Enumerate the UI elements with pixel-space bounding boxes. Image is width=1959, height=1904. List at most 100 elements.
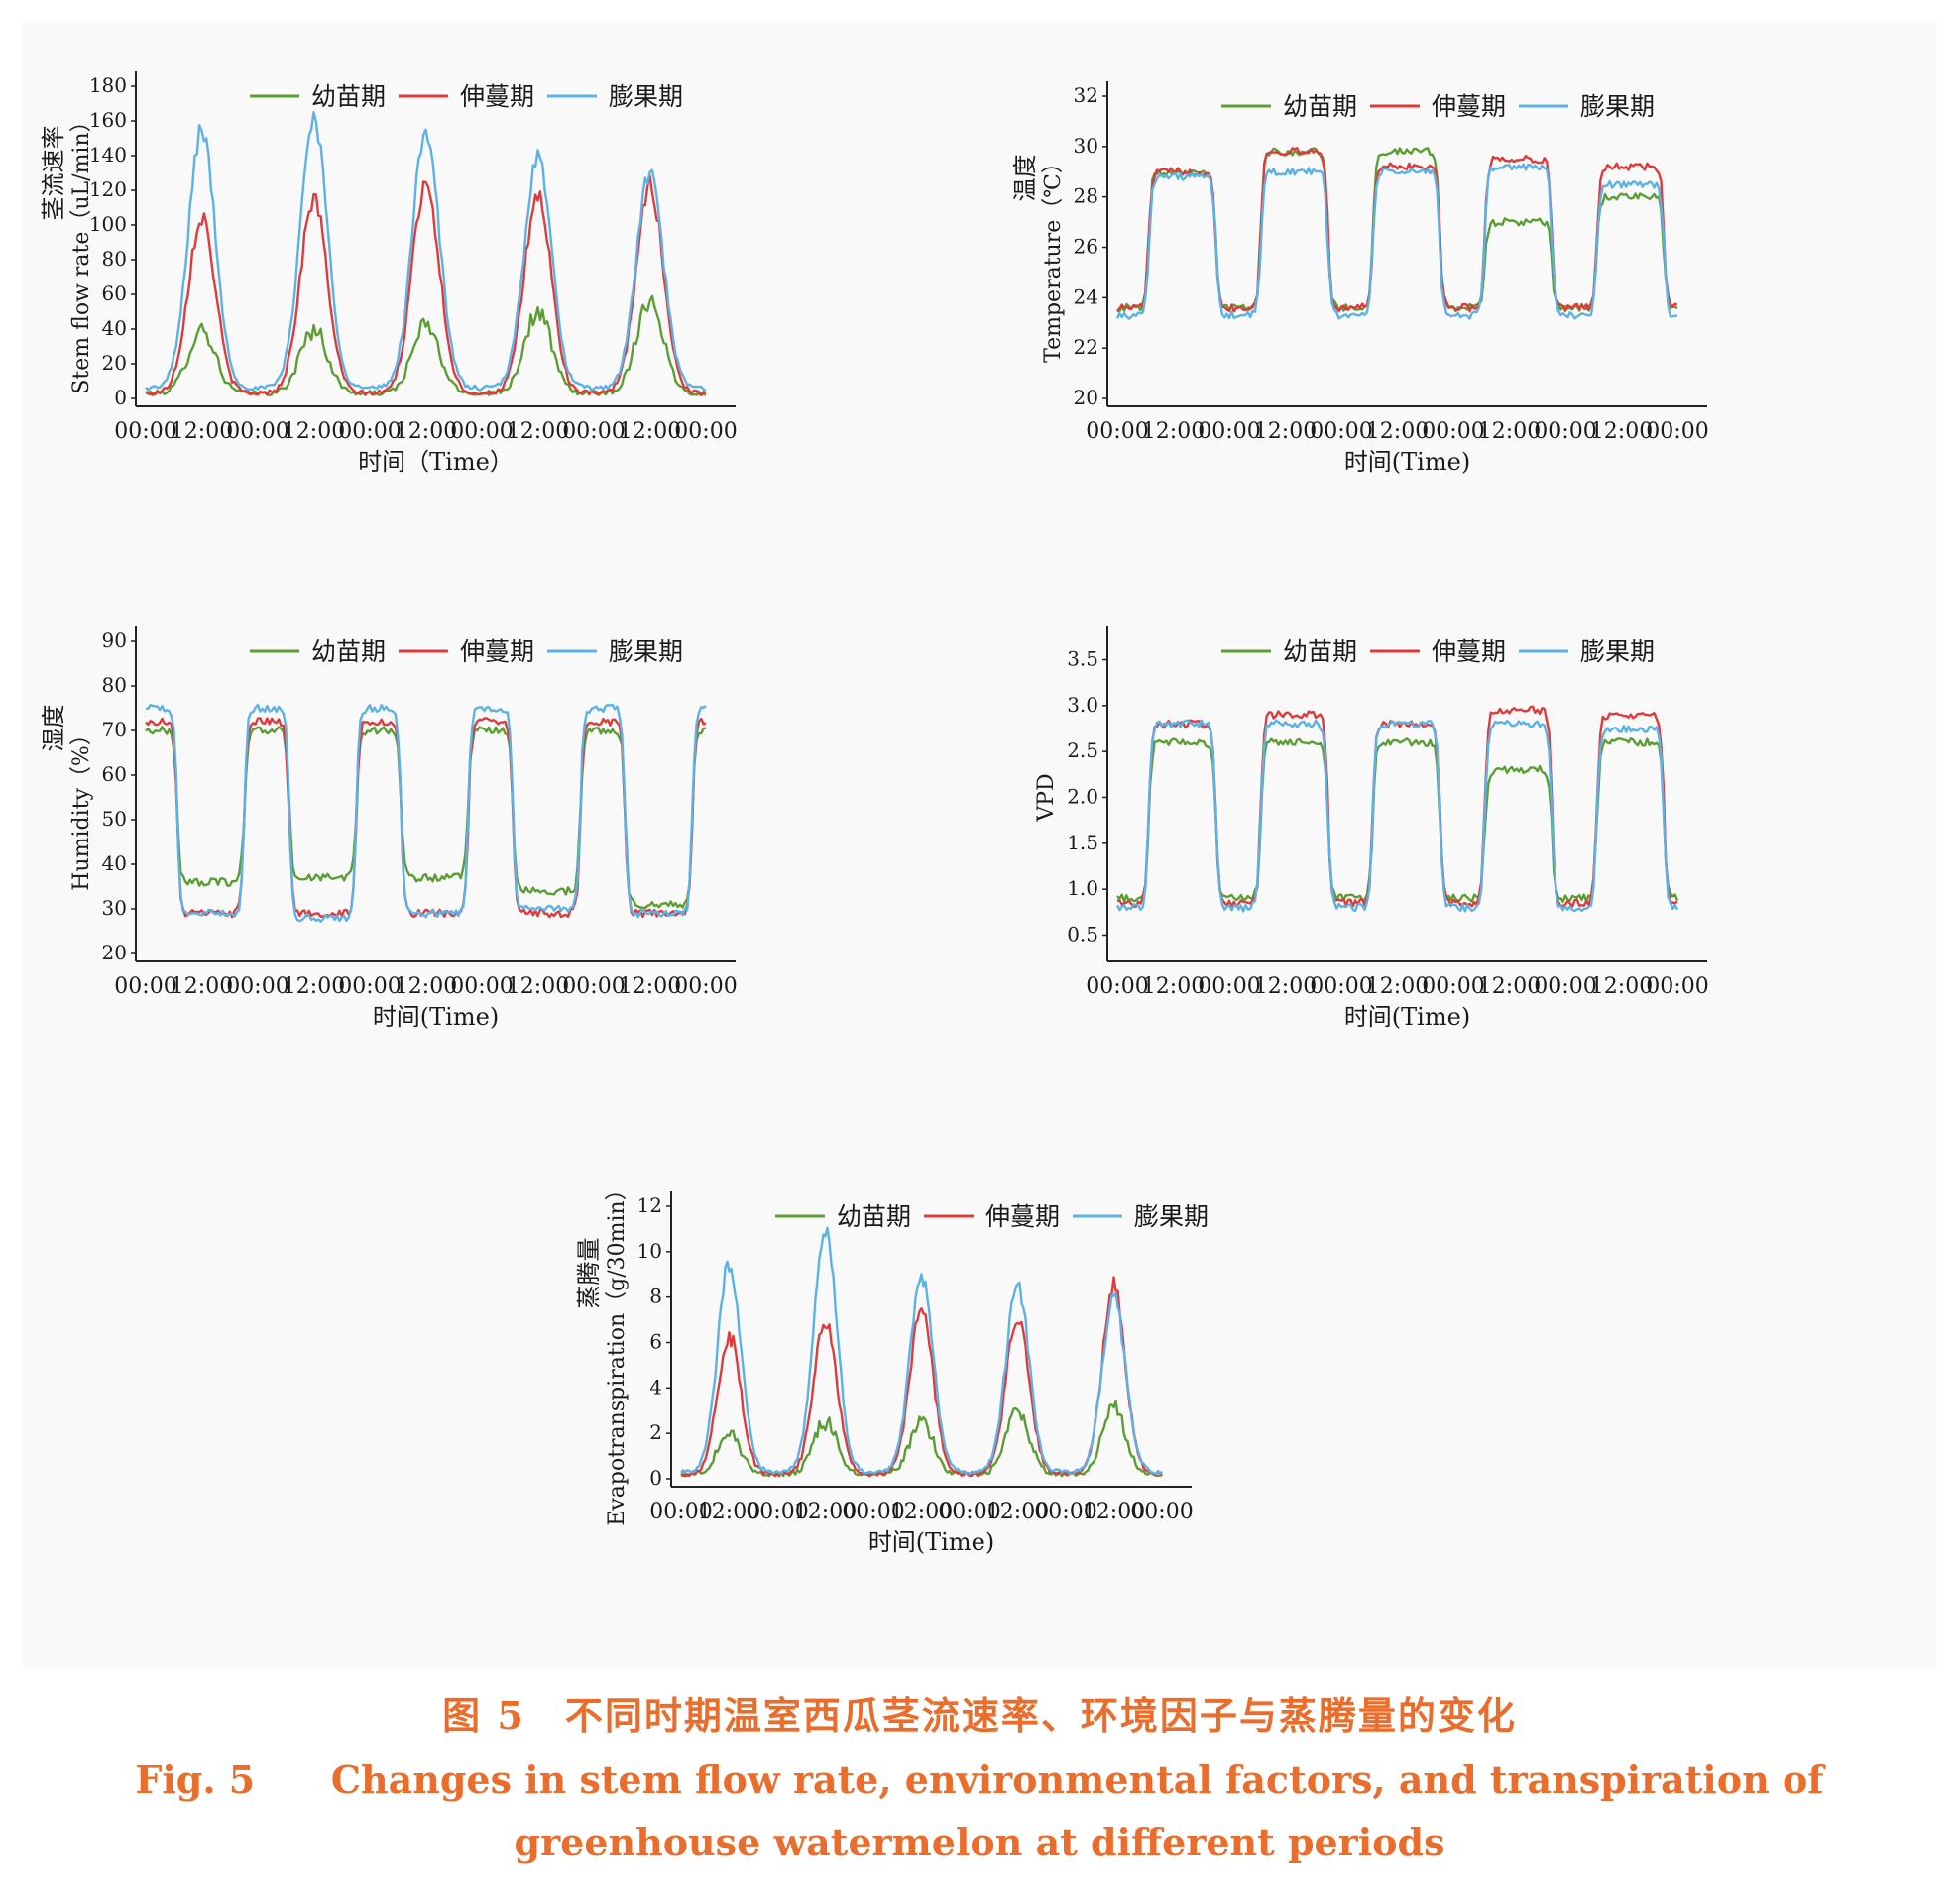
y-tick-label: 12 (637, 1193, 662, 1217)
y-tick-label: 2.0 (1067, 785, 1098, 809)
y-axis-label-en: Humidity（%） (69, 724, 94, 891)
y-tick-label: 90 (102, 628, 127, 652)
caption-chinese: 图 5 不同时期温室西瓜茎流速率、环境因子与蒸腾量的变化 (442, 1693, 1517, 1737)
y-tick-label: 60 (102, 281, 127, 305)
x-tick-label: 12:00 (395, 419, 457, 444)
x-tick-label: 00:00 (114, 974, 176, 999)
x-tick-label: 12:00 (395, 974, 457, 999)
series-line-3 (1115, 163, 1677, 320)
caption-english-line2: greenhouse watermelon at different perio… (514, 1820, 1445, 1864)
legend-label: 膨果期 (1580, 637, 1655, 666)
x-tick-label: 00:00 (1646, 974, 1708, 999)
series-line-2 (145, 173, 707, 396)
y-tick-label: 1.0 (1067, 876, 1098, 900)
legend-label: 伸蔓期 (460, 82, 534, 111)
legend-label: 幼苗期 (1283, 637, 1357, 666)
legend-label: 幼苗期 (311, 82, 386, 111)
series-line-3 (680, 1226, 1163, 1476)
y-axis-label-cn: 蒸腾量 (575, 1238, 603, 1309)
series-line-1 (1116, 737, 1679, 903)
series-line-1 (680, 1400, 1163, 1478)
series-line-2 (1116, 147, 1678, 313)
x-axis-label: 时间(Time) (1344, 1003, 1470, 1031)
x-tick-label: 00:00 (1646, 419, 1708, 444)
x-tick-label: 00:00 (1086, 974, 1148, 999)
x-tick-label: 12:00 (1142, 974, 1205, 999)
legend-label: 伸蔓期 (1432, 92, 1506, 121)
vpd-chart: 0.51.01.52.02.53.03.500:0012:0000:0012:0… (1034, 626, 1709, 1031)
x-tick-label: 12:00 (1590, 974, 1653, 999)
legend-label: 幼苗期 (311, 637, 386, 666)
legend-label: 膨果期 (1134, 1202, 1209, 1231)
x-tick-label: 12:00 (171, 419, 233, 444)
evapotranspiration-chart: 02468101200:0012:0000:0012:0000:0012:000… (575, 1178, 1209, 1556)
y-tick-label: 24 (1074, 284, 1098, 308)
x-tick-label: 00:00 (1310, 419, 1372, 444)
y-axis-label-en: Evapotranspiration（g/30min） (605, 1178, 630, 1525)
y-tick-label: 32 (1074, 83, 1098, 107)
y-tick-label: 28 (1074, 184, 1098, 208)
x-tick-label: 12:00 (1083, 1500, 1145, 1524)
y-tick-label: 6 (649, 1330, 662, 1354)
figure-caption: 图 5 不同时期温室西瓜茎流速率、环境因子与蒸腾量的变化 Fig. 5 Chan… (0, 1685, 1959, 1864)
y-tick-label: 80 (102, 247, 127, 271)
caption-english-line1: Fig. 5 Changes in stem flow rate, enviro… (0, 1757, 1959, 1802)
legend-label: 幼苗期 (837, 1202, 911, 1231)
x-tick-label: 12:00 (283, 419, 345, 444)
y-axis-label-cn: 茎流速率 (40, 126, 67, 221)
x-tick-label: 00:00 (338, 419, 401, 444)
x-tick-label: 00:00 (1086, 419, 1148, 444)
x-tick-label: 12:00 (1254, 419, 1317, 444)
series-line-1 (145, 726, 707, 910)
figure-panel: 0 20 40 60 80 100 120 140 160 180 00:00 12:00 00:00 1… (22, 22, 1937, 1667)
caption-figure-label: Fig. 5 (135, 1757, 256, 1802)
series-line-3 (145, 703, 707, 923)
x-axis-label: 时间（Time） (358, 448, 514, 476)
y-axis-label-en: Temperature（℃） (1041, 152, 1066, 363)
y-tick-label: 60 (102, 762, 127, 786)
stem-flow-chart: 02040608010012014016018000:0012:0000:001… (40, 71, 738, 476)
y-tick-label: 0 (114, 386, 127, 409)
legend-label: 伸蔓期 (985, 1202, 1060, 1231)
legend-label: 伸蔓期 (460, 637, 534, 666)
y-tick-label: 30 (1074, 134, 1098, 158)
x-tick-label: 12:00 (1254, 974, 1317, 999)
y-axis-label-en: VPD (1034, 773, 1059, 822)
y-tick-label: 8 (649, 1285, 662, 1308)
x-tick-label: 12:00 (507, 974, 569, 999)
y-tick-label: 1.5 (1067, 831, 1098, 854)
x-tick-label: 00:00 (562, 974, 625, 999)
y-tick-label: 160 (89, 108, 127, 132)
series-line-3 (1115, 719, 1679, 913)
y-tick-label: 3.5 (1067, 647, 1098, 671)
legend-label: 膨果期 (609, 82, 683, 111)
y-tick-label: 100 (89, 212, 127, 236)
y-tick-label: 0 (649, 1466, 662, 1490)
x-tick-label: 12:00 (1478, 974, 1541, 999)
x-tick-label: 12:00 (283, 974, 345, 999)
x-tick-label: 12:00 (986, 1500, 1049, 1524)
y-axis-label-en: Stem flow rate（uL/min） (69, 110, 94, 393)
x-tick-label: 12:00 (1366, 419, 1429, 444)
x-axis-label: 时间(Time) (373, 1003, 499, 1031)
x-axis-label: 时间(Time) (868, 1528, 994, 1556)
x-tick-label: 12:00 (619, 419, 681, 444)
x-axis-label: 时间(Time) (1344, 448, 1470, 476)
y-tick-label: 2.5 (1067, 738, 1098, 762)
x-tick-label: 00:00 (450, 419, 513, 444)
y-tick-label: 80 (102, 673, 127, 697)
y-tick-label: 0.5 (1067, 922, 1098, 946)
x-tick-label: 00:00 (226, 974, 288, 999)
x-tick-label: 00:00 (1130, 1500, 1193, 1524)
y-tick-label: 20 (102, 941, 127, 964)
y-tick-label: 22 (1074, 335, 1098, 359)
x-tick-label: 00:00 (842, 1500, 904, 1524)
x-tick-label: 00:00 (338, 974, 401, 999)
y-tick-label: 10 (637, 1239, 662, 1263)
x-tick-label: 00:00 (1198, 974, 1260, 999)
x-tick-label: 12:00 (1142, 419, 1205, 444)
series-line-1 (145, 294, 707, 396)
legend-label: 伸蔓期 (1432, 637, 1506, 666)
x-tick-label: 12:00 (619, 974, 681, 999)
x-tick-label: 00:00 (1422, 974, 1484, 999)
